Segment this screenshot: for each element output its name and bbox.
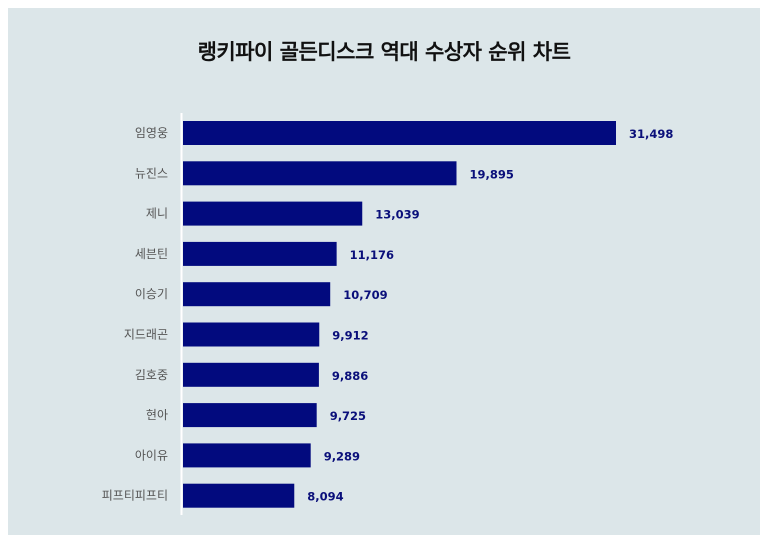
bar-7 [183,403,317,428]
category-label: 피프티피프티 [102,489,168,503]
category-label: 제니 [146,207,168,221]
category-label: 지드래곤 [124,328,168,342]
value-label: 9,912 [332,329,368,343]
value-label: 9,886 [332,369,368,383]
category-label: 임영웅 [135,126,168,140]
value-label: 9,725 [330,409,366,423]
value-label: 10,709 [343,288,387,302]
category-label: 김호중 [135,368,168,382]
bar-2 [183,201,363,226]
category-label: 뉴진스 [135,166,168,180]
chart-card [8,8,760,535]
bar-5 [183,322,320,347]
category-label: 세븐틴 [135,247,168,261]
chart-title: 랭키파이 골든디스크 역대 수상자 순위 차트 [197,40,571,64]
category-label: 아이유 [135,448,168,462]
bar-8 [183,443,311,468]
category-label: 현아 [146,408,168,422]
value-label: 11,176 [350,248,394,262]
bar-6 [183,362,319,387]
value-label: 13,039 [375,208,419,222]
value-label: 9,289 [324,449,360,463]
bar-9 [183,483,295,508]
bar-3 [183,241,337,266]
category-label: 이승기 [135,287,168,301]
value-label: 8,094 [307,490,343,504]
bar-4 [183,282,331,307]
bar-0 [183,121,616,145]
bar-1 [183,161,457,186]
value-label: 31,498 [629,127,673,141]
value-label: 19,895 [469,167,513,181]
